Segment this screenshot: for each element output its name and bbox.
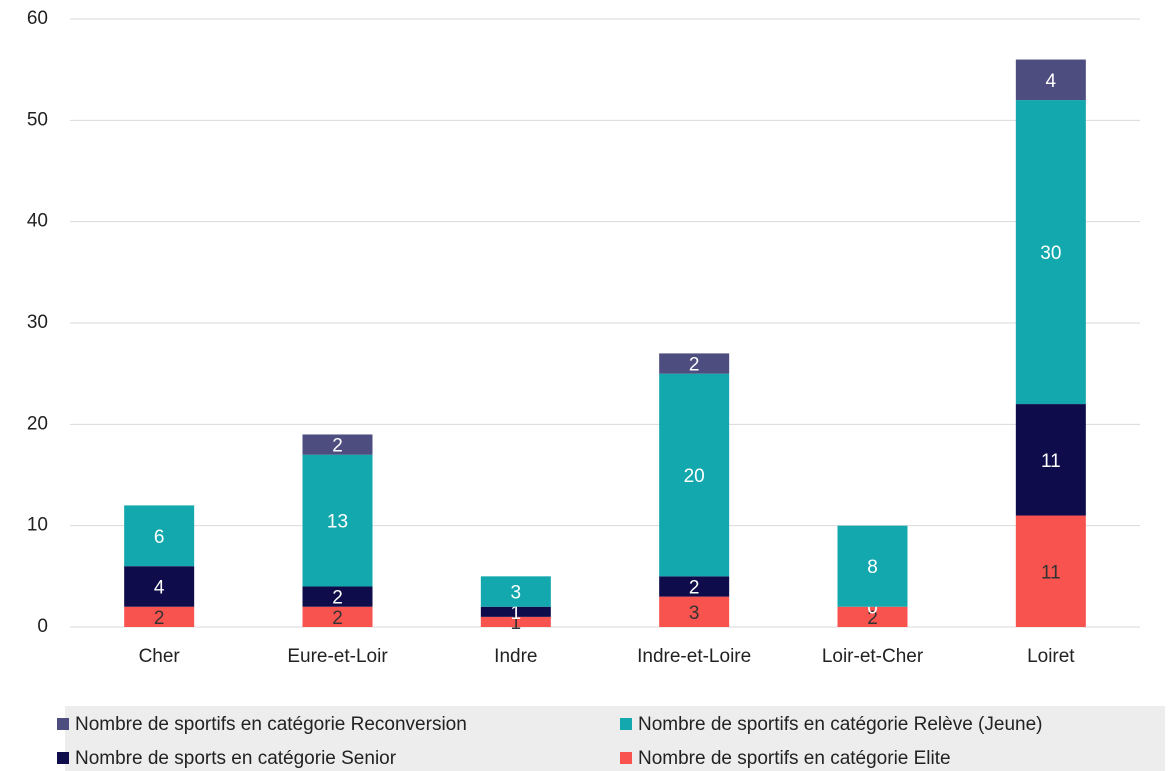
bar-segment [659,353,730,374]
bar-segment [1015,59,1086,101]
bar-segment [480,616,551,627]
bar-segment [480,576,551,607]
bar-segment [302,606,373,627]
data-label: 11 [1041,451,1061,472]
bar-segment [1015,404,1086,516]
legend-swatch [57,752,69,764]
legend-swatch [620,752,632,764]
bar-segment [302,586,373,607]
data-label: 0 [867,598,878,619]
bar-segment [659,576,730,597]
bar-segment [659,596,730,627]
bar-segment [837,525,908,607]
legend-label: Nombre de sportifs en catégorie Relève (… [638,714,1042,735]
data-label: 11 [1041,562,1061,583]
y-tick-label: 30 [27,312,48,333]
bar-segment [659,373,730,577]
x-tick-label: Eure-et-Loir [287,646,388,667]
data-label: 13 [327,512,348,533]
bar-segment [1015,100,1086,405]
legend-swatch [620,718,632,730]
data-label: 4 [154,577,165,598]
legend-label: Nombre de sportifs en catégorie Reconver… [75,714,467,735]
y-tick-label: 20 [27,413,48,434]
y-tick-label: 10 [27,515,48,536]
data-label: 2 [332,588,343,609]
legend-background [65,706,1165,771]
data-label: 30 [1040,243,1061,264]
x-tick-label: Cher [139,646,181,667]
data-label: 4 [1046,71,1057,92]
y-tick-label: 0 [37,616,48,637]
data-label: 2 [689,355,700,376]
data-label: 1 [511,603,522,624]
bar-segment [837,606,908,627]
bar-segment [124,566,195,607]
data-label: 2 [867,608,878,629]
data-label: 2 [154,608,165,629]
legend-label: Nombre de sportifs en catégorie Elite [638,748,951,769]
x-tick-label: Indre [494,646,537,667]
x-tick-label: Loiret [1027,646,1075,667]
y-tick-label: 60 [27,8,48,29]
legend-label: Nombre de sports en catégorie Senior [75,748,397,769]
data-label: 6 [154,527,165,548]
legend-swatch [57,718,69,730]
x-tick-label: Loir-et-Cher [822,646,924,667]
bar-segment [302,454,373,587]
data-label: 8 [867,557,878,578]
data-label: 2 [332,608,343,629]
data-label: 3 [689,603,700,624]
bar-segment [302,434,373,455]
data-label: 2 [332,436,343,457]
y-tick-label: 50 [27,109,48,130]
bar-segment [1015,515,1086,627]
bar-segment [480,606,551,617]
x-tick-label: Indre-et-Loire [637,646,751,667]
data-label: 20 [684,466,705,487]
data-label: 2 [689,577,700,598]
data-label: 3 [511,583,522,604]
bar-segment [124,505,195,567]
y-tick-label: 40 [27,211,48,232]
bar-segment [124,606,195,627]
data-label: 1 [511,613,522,634]
